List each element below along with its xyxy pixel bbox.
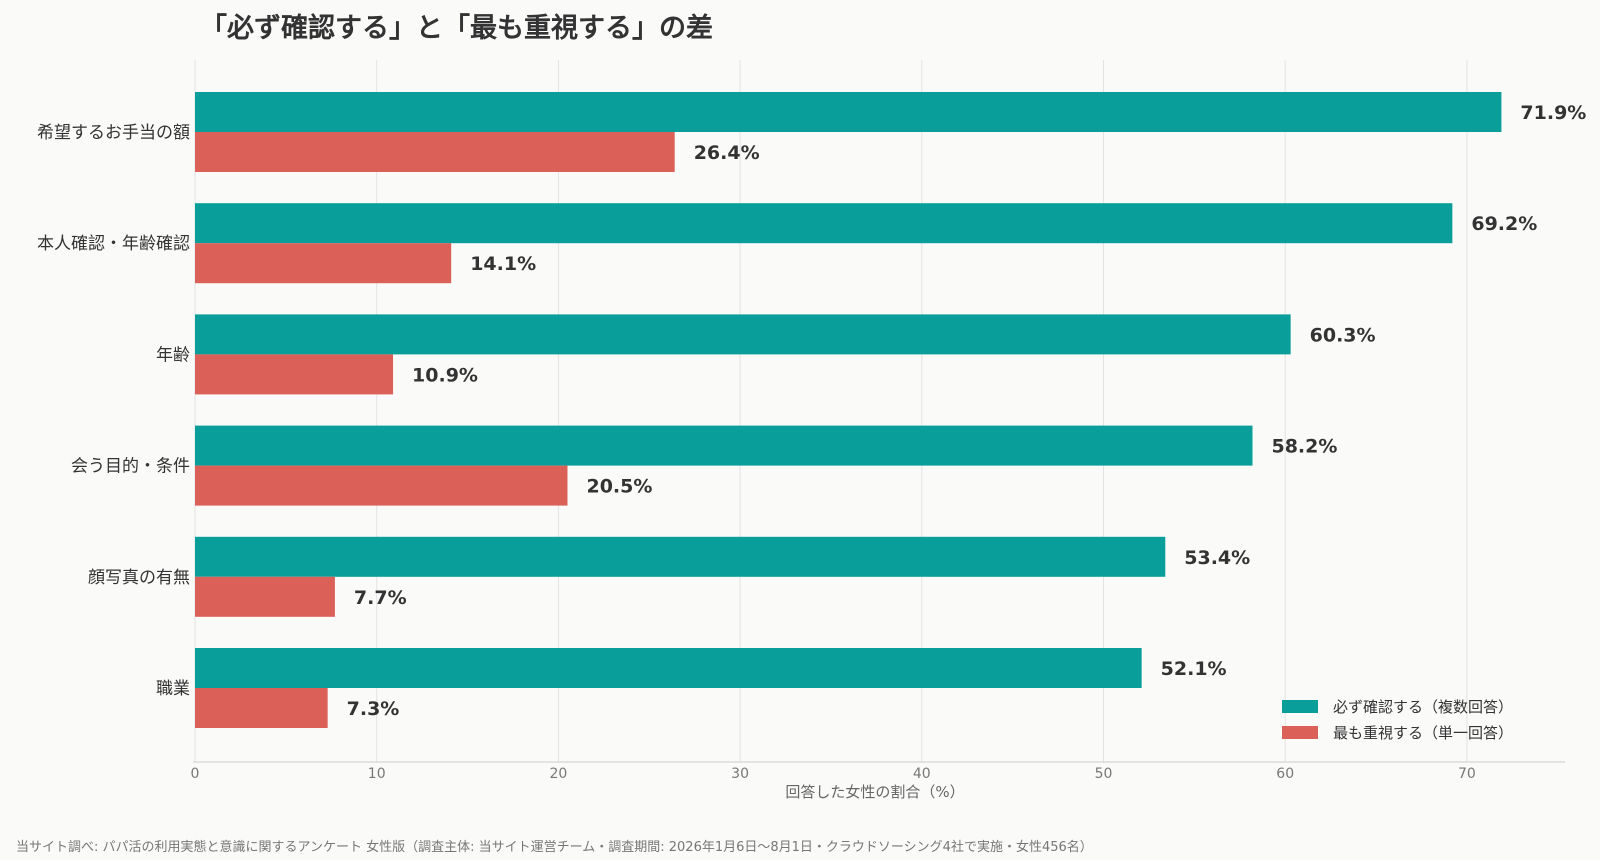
data-label-s0-c4: 53.4%: [1184, 547, 1250, 569]
category-label-2: 年齢: [156, 345, 190, 365]
category-label-1: 本人確認・年齢確認: [37, 234, 190, 254]
chart-title: 「必ず確認する」と「最も重視する」の差: [200, 12, 713, 44]
legend: 必ず確認する（複数回答） 最も重視する（単一回答）: [1282, 698, 1513, 742]
bar-s1-c0: [195, 132, 675, 172]
data-label-s1-c4: 7.7%: [354, 587, 407, 609]
bars: 71.9% 26.4% 69.2% 14.1% 60.3% 10.9% 58.2% 20.5%…: [195, 92, 1586, 728]
data-label-s0-c5: 52.1%: [1161, 658, 1227, 680]
bar-s1-c2: [195, 354, 394, 395]
x-tick-label-40: 40: [913, 766, 931, 782]
x-tick-label-0: 0: [191, 766, 200, 782]
bar-s1-c1: [195, 243, 452, 284]
category-label-3: 会う目的・条件: [71, 457, 190, 477]
bar-s1-c4: [195, 576, 335, 617]
bar-s1-c5: [195, 688, 328, 728]
x-tick-label-20: 20: [549, 766, 567, 782]
data-label-s1-c1: 14.1%: [470, 253, 536, 275]
x-axis-label: 回答した女性の割合（%）: [785, 783, 964, 801]
bar-s1-c3: [195, 465, 568, 506]
bar-s0-c3: [195, 425, 1253, 466]
category-label-0: 希望するお手当の額: [37, 123, 190, 143]
data-label-s0-c0: 71.9%: [1520, 102, 1586, 124]
data-label-s1-c3: 20.5%: [586, 476, 652, 498]
bar-s0-c0: [195, 92, 1502, 132]
legend-swatch-1: [1282, 726, 1318, 739]
legend-label-0: 必ず確認する（複数回答）: [1333, 698, 1513, 716]
legend-label-1: 最も重視する（単一回答）: [1333, 724, 1513, 742]
x-axis: 0 10 20 30 40 50 60 70: [191, 761, 1565, 782]
x-tick-label-30: 30: [731, 766, 749, 782]
data-label-s1-c2: 10.9%: [412, 364, 478, 386]
data-label-s0-c3: 58.2%: [1271, 436, 1337, 458]
data-label-s0-c2: 60.3%: [1310, 324, 1376, 346]
category-label-5: 職業: [156, 679, 190, 699]
x-tick-label-60: 60: [1276, 766, 1294, 782]
category-label-4: 顔写真の有無: [88, 568, 190, 588]
gridlines: [194, 60, 1468, 762]
bar-s0-c5: [195, 648, 1142, 688]
bar-s0-c1: [195, 203, 1453, 244]
x-tick-label-70: 70: [1458, 766, 1476, 782]
x-tick-label-50: 50: [1095, 766, 1113, 782]
data-label-s0-c1: 69.2%: [1471, 213, 1537, 235]
bar-s0-c2: [195, 314, 1291, 355]
source-note: 当サイト調べ: パパ活の利用実態と意識に関するアンケート 女性版（調査主体: 当…: [16, 839, 1093, 855]
data-label-s1-c5: 7.3%: [347, 698, 400, 720]
bar-s0-c4: [195, 536, 1166, 577]
data-label-s1-c0: 26.4%: [694, 142, 760, 164]
x-tick-label-10: 10: [368, 766, 386, 782]
legend-swatch-0: [1282, 700, 1318, 713]
